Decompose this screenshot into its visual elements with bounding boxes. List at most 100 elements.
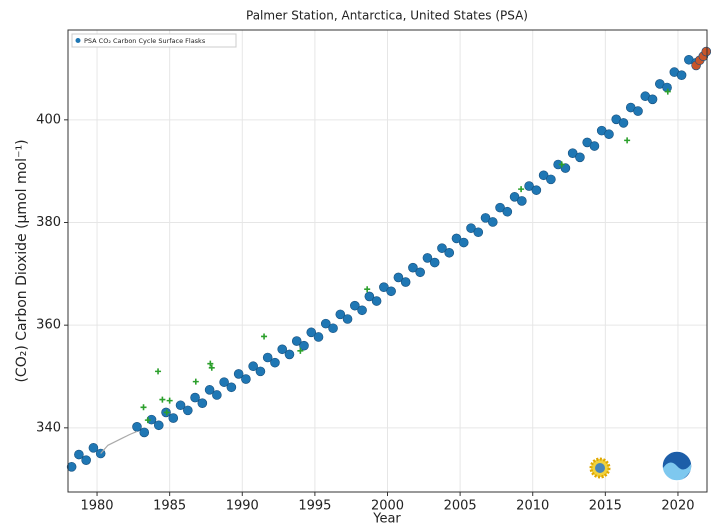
data-point [518, 186, 525, 193]
data-point [618, 118, 629, 128]
data-point [335, 309, 346, 320]
y-tick-label: 360 [36, 318, 61, 333]
data-point [451, 233, 462, 244]
x-tick-label: 2005 [444, 499, 477, 514]
x-tick-label: 1985 [153, 499, 186, 514]
data-point [342, 314, 353, 324]
data-point [647, 94, 658, 105]
data-point [88, 443, 99, 453]
data-point [168, 413, 179, 423]
data-point [487, 217, 498, 227]
data-point [509, 192, 520, 202]
data-point [155, 368, 162, 375]
series-line [100, 430, 138, 454]
data-point [299, 340, 309, 351]
data-point [153, 420, 164, 431]
data-point [567, 148, 578, 158]
data-point [524, 181, 534, 191]
chart-title: Palmer Station, Antarctica, United State… [246, 9, 528, 23]
legend-label: PSA CO₂ Carbon Cycle Surface Flasks [84, 37, 206, 45]
legend-marker [75, 38, 81, 43]
data-point [408, 262, 418, 273]
data-point [262, 352, 273, 363]
plot-area [66, 30, 711, 492]
y-tick-label: 400 [36, 112, 61, 127]
data-point [190, 392, 200, 403]
x-tick-label: 2020 [661, 499, 694, 514]
data-point [175, 400, 186, 411]
data-point [219, 377, 229, 387]
data-point [589, 141, 600, 151]
logo-doe [589, 457, 611, 479]
data-point [226, 382, 237, 393]
data-point [270, 357, 280, 368]
data-point [350, 300, 360, 311]
data-point [575, 152, 585, 163]
data-point [159, 396, 166, 403]
data-point [277, 344, 288, 355]
data-point [558, 161, 565, 168]
data-point [261, 333, 268, 340]
data-point [633, 106, 643, 116]
data-point [74, 449, 84, 460]
data-point [357, 305, 367, 316]
data-point [458, 237, 469, 248]
data-point [197, 398, 208, 408]
data-point [241, 374, 251, 384]
data-point [429, 257, 440, 268]
y-axis-label: (CO₂) Carbon Dioxide (μmol mol⁻¹) [14, 139, 30, 382]
data-point [546, 174, 556, 185]
data-point [701, 46, 711, 57]
data-point [328, 323, 338, 334]
data-point [466, 223, 476, 233]
data-point [208, 364, 215, 371]
data-point [144, 417, 151, 424]
data-point [531, 185, 542, 195]
y-tick-label: 340 [36, 420, 61, 435]
data-point [517, 196, 527, 206]
data-point [212, 390, 222, 400]
x-tick-label: 2015 [589, 499, 622, 514]
data-point [624, 137, 631, 144]
data-point [604, 129, 614, 140]
data-point [415, 267, 425, 278]
data-point [192, 378, 199, 385]
data-point [371, 296, 382, 306]
data-point [297, 347, 304, 354]
x-tick-label: 1990 [226, 499, 259, 514]
data-point [437, 243, 447, 253]
data-point [400, 277, 411, 287]
data-point [379, 282, 389, 292]
data-point [139, 427, 150, 438]
data-point [166, 397, 173, 404]
x-tick-label: 1995 [298, 499, 331, 514]
data-point [364, 291, 375, 302]
data-point [393, 272, 404, 283]
x-tick-label: 2000 [371, 499, 404, 514]
data-point [140, 404, 147, 411]
data-point [386, 286, 396, 297]
data-point [248, 361, 258, 372]
legend: PSA CO₂ Carbon Cycle Surface Flasks [71, 33, 237, 48]
data-point [81, 455, 91, 465]
data-point [444, 247, 455, 258]
logo-noaa [661, 450, 693, 482]
data-point [676, 70, 687, 80]
data-point [132, 422, 142, 432]
data-point [664, 88, 671, 95]
data-point [163, 409, 170, 416]
data-point [495, 202, 505, 213]
data-point [233, 369, 244, 379]
y-tick-label: 380 [36, 215, 61, 230]
data-point [207, 360, 214, 367]
data-point [306, 327, 317, 338]
data-point [560, 163, 571, 173]
data-point [480, 213, 491, 223]
data-point [255, 366, 266, 377]
x-axis-label: Year [372, 512, 401, 527]
data-point [364, 286, 371, 293]
data-point [538, 170, 549, 181]
data-point [313, 332, 324, 342]
